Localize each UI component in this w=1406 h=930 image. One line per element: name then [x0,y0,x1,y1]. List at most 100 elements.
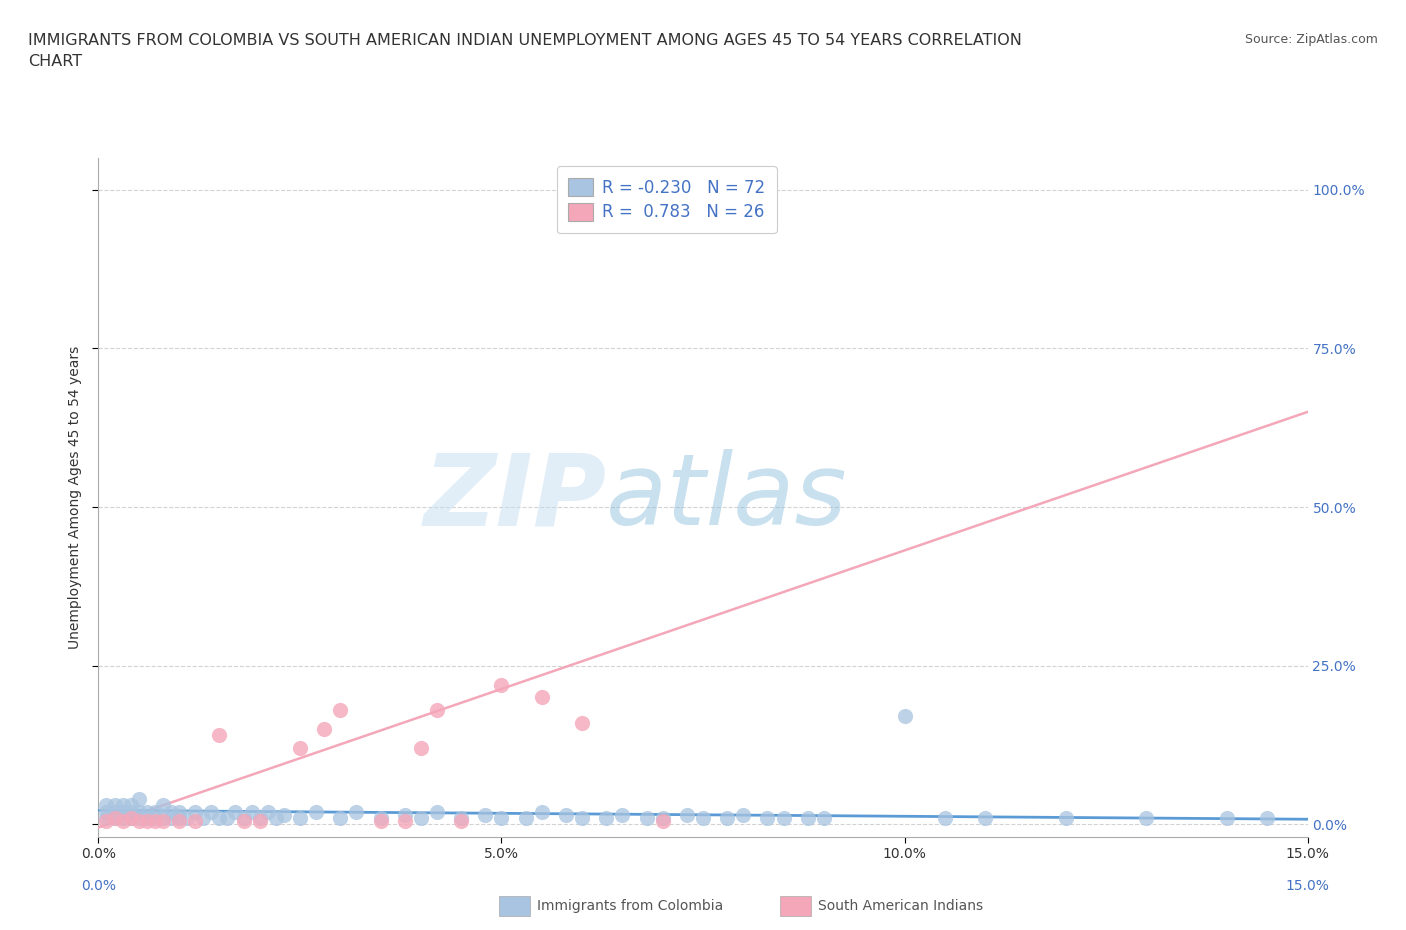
Point [111,804,134,819]
Point [135,814,157,829]
Text: Source: ZipAtlas.com: Source: ZipAtlas.com [1244,33,1378,46]
Point [344,804,367,819]
Point [160,804,183,819]
Point [128,791,150,806]
Text: South American Indians: South American Indians [818,898,983,913]
Point [128,814,150,829]
Point [797,811,820,826]
Point [152,798,174,813]
Point [491,677,513,692]
Point [143,811,166,826]
Point [256,804,278,819]
Point [176,811,198,826]
Point [1216,811,1239,826]
Point [314,722,336,737]
Point [612,807,634,822]
Point [974,811,997,826]
Point [426,703,449,718]
Point [409,811,432,826]
Point [305,804,328,819]
Point [329,703,352,718]
Point [651,814,673,829]
Point [152,811,174,826]
Point [96,811,118,826]
Point [329,811,352,826]
Point [135,811,157,826]
Point [491,811,513,826]
Point [96,798,118,813]
Point [224,804,246,819]
Point [273,807,295,822]
Point [394,814,416,829]
Point [96,814,118,829]
Point [167,804,190,819]
Point [676,807,699,822]
Point [409,740,432,755]
Point [160,811,183,826]
Point [772,811,794,826]
Point [716,811,738,826]
Point [370,814,392,829]
Point [143,804,166,819]
Text: ZIP: ZIP [423,449,606,546]
Point [530,804,553,819]
Point [474,807,496,822]
Text: CHART: CHART [28,54,82,69]
Point [103,811,125,826]
Point [120,798,142,813]
Point [200,804,222,819]
Point [571,715,593,730]
Point [450,814,472,829]
Point [288,811,311,826]
Point [103,811,125,826]
Text: atlas: atlas [606,449,848,546]
Point [240,804,263,819]
Point [96,804,118,819]
Point [934,811,956,826]
Point [232,811,254,826]
Point [128,811,150,826]
Point [103,798,125,813]
Point [249,814,271,829]
Point [1256,811,1278,826]
Point [120,811,142,826]
Point [193,811,215,826]
Point [184,814,207,829]
Y-axis label: Unemployment Among Ages 45 to 54 years: Unemployment Among Ages 45 to 54 years [67,346,82,649]
Point [111,814,134,829]
Point [733,807,755,822]
Point [143,814,166,829]
Point [152,814,174,829]
Point [208,811,231,826]
Point [217,811,239,826]
Point [394,807,416,822]
Point [426,804,449,819]
Point [813,811,835,826]
Point [167,811,190,826]
Point [120,811,142,826]
Point [636,811,658,826]
Text: 15.0%: 15.0% [1285,879,1330,893]
Point [756,811,779,826]
Point [208,728,231,743]
Point [120,804,142,819]
Point [733,182,755,197]
Point [370,811,392,826]
Point [893,709,915,724]
Point [288,740,311,755]
Point [651,811,673,826]
Point [264,811,287,826]
Point [128,804,150,819]
Point [135,804,157,819]
Point [232,814,254,829]
Text: 0.0%: 0.0% [82,879,115,893]
Point [530,690,553,705]
Point [555,807,578,822]
Point [571,811,593,826]
Point [167,814,190,829]
Point [111,798,134,813]
Point [103,804,125,819]
Point [184,804,207,819]
Point [450,811,472,826]
Point [249,811,271,826]
